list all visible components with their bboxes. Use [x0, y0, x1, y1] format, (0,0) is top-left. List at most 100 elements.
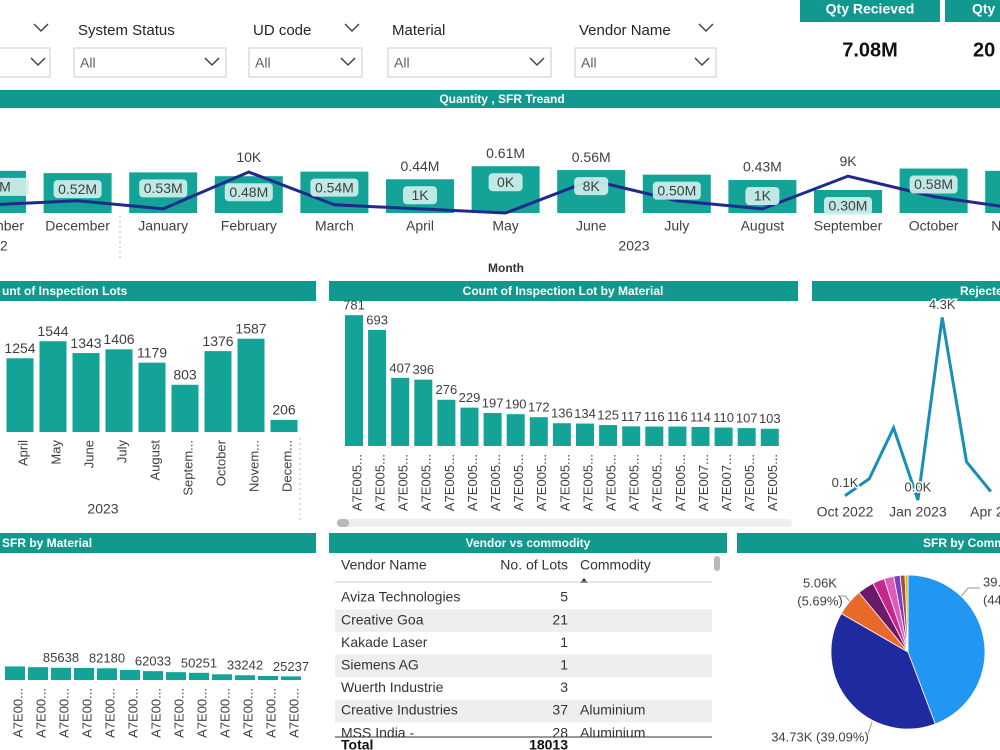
- year-label: 2023: [618, 238, 649, 254]
- bar: [120, 670, 140, 680]
- filter-dropdown[interactable]: [0, 47, 51, 78]
- card-title: Qty: [972, 1, 996, 17]
- filter-label: Vendor Name: [579, 22, 671, 39]
- x-axis-title: Month: [488, 261, 524, 275]
- data-label: 229: [459, 390, 481, 405]
- x-tick-label: A7E00...: [56, 688, 71, 738]
- data-label: 116: [667, 409, 688, 424]
- scrollbar-thumb[interactable]: [337, 519, 349, 527]
- total-background: [335, 737, 712, 750]
- table-cell: 28: [552, 724, 568, 740]
- x-tick-label: A7E005...: [373, 454, 388, 511]
- filter-dropdown[interactable]: [73, 47, 227, 78]
- bar-label: 0.44M: [401, 158, 440, 174]
- chevron: [344, 23, 360, 33]
- filter-label: UD code: [253, 22, 311, 39]
- x-tick-label: A7E005...: [511, 454, 526, 511]
- x-tick-label: A7E00...: [33, 688, 48, 738]
- x-tick-label: A7E005...: [742, 454, 757, 511]
- data-label: 125: [597, 408, 619, 423]
- percent-label: (44: [983, 592, 1000, 607]
- bar: [414, 379, 433, 446]
- x-tick-label: Jan 2023: [889, 504, 947, 520]
- data-label: 803: [173, 366, 197, 382]
- x-tick-label: A7E005...: [396, 454, 411, 511]
- x-tick-label: A7E005...: [627, 454, 642, 511]
- x-tick-label: A7E00...: [102, 688, 117, 738]
- data-label: 276: [436, 382, 458, 397]
- bar: [97, 668, 117, 680]
- data-label: 0.1K: [832, 475, 859, 490]
- x-tick-label: August: [147, 440, 162, 481]
- bar: [760, 428, 779, 446]
- year-label: 2: [0, 238, 8, 254]
- data-label: 1587: [235, 320, 266, 336]
- data-label: 85638: [43, 650, 79, 665]
- table-cell: 37: [552, 702, 568, 718]
- data-label: 781: [343, 298, 365, 313]
- data-label: 62033: [135, 654, 171, 669]
- x-tick-label: October: [213, 439, 228, 486]
- bar: [28, 667, 48, 680]
- bar: [270, 419, 298, 432]
- x-tick-label: mber: [0, 218, 24, 234]
- data-label: 103: [759, 411, 781, 426]
- bar: [235, 675, 255, 680]
- x-tick-label: July: [114, 440, 129, 464]
- bar-label: 0.48M: [229, 184, 268, 200]
- label-background: [310, 178, 359, 197]
- x-tick-label: Septem...: [180, 440, 195, 496]
- data-label: 134: [574, 406, 596, 421]
- bar: [171, 384, 199, 432]
- x-tick-label: A7E005...: [557, 454, 572, 511]
- x-tick-label: A7E005...: [650, 454, 665, 511]
- bar: [529, 417, 548, 446]
- bar: [72, 353, 100, 432]
- bar: [576, 423, 594, 446]
- bar-label: 0.56M: [572, 149, 611, 165]
- panel-header: [0, 533, 316, 553]
- data-label: 1343: [70, 335, 101, 351]
- bar-label: 0.58M: [914, 176, 953, 192]
- x-tick-label: A7E00...: [125, 688, 140, 738]
- bar: [5, 666, 25, 680]
- bar: [714, 427, 733, 446]
- panel-title: SFR by Material: [2, 536, 92, 550]
- x-tick-label: A7E005...: [349, 454, 364, 511]
- scrollbar-thumb[interactable]: [714, 556, 720, 571]
- x-tick-label: Oct 2022: [817, 504, 874, 520]
- filter-dropdown[interactable]: [574, 47, 717, 78]
- x-tick-label: A7E00...: [240, 688, 255, 738]
- filter-dropdown[interactable]: [387, 47, 552, 78]
- bar: [281, 676, 301, 680]
- bar-label: 0.52M: [58, 181, 97, 197]
- x-tick-label: October: [909, 218, 959, 234]
- x-tick-label: A7E005...: [442, 454, 457, 511]
- card-value: 7.08M: [842, 39, 898, 61]
- x-tick-label: June: [576, 218, 607, 234]
- bar: [460, 407, 479, 446]
- leader-line: [867, 721, 873, 735]
- x-tick-label: April: [15, 440, 30, 466]
- table-cell: Creative Industries: [341, 702, 458, 718]
- data-label: 693: [366, 312, 388, 327]
- line-label: 0K: [497, 174, 515, 190]
- data-label: 206: [272, 402, 296, 418]
- bar: [345, 315, 363, 446]
- bar: [138, 362, 166, 432]
- x-tick-label: January: [138, 218, 188, 234]
- bar-label: 0.53M: [144, 180, 183, 196]
- x-tick-label: May: [492, 218, 518, 234]
- bar-label: 0.61M: [486, 145, 525, 161]
- filter-dropdown[interactable]: [248, 47, 363, 78]
- data-label: 1254: [4, 340, 35, 356]
- percent-label: (5.69%): [797, 593, 843, 608]
- table-cell: 3: [560, 679, 568, 695]
- chevron: [30, 57, 46, 67]
- data-label: 39.: [983, 574, 1000, 589]
- bar: [189, 672, 209, 680]
- x-tick-label: A7E005...: [604, 454, 619, 511]
- total-label: Total: [341, 737, 373, 750]
- filter-value: All: [255, 55, 271, 71]
